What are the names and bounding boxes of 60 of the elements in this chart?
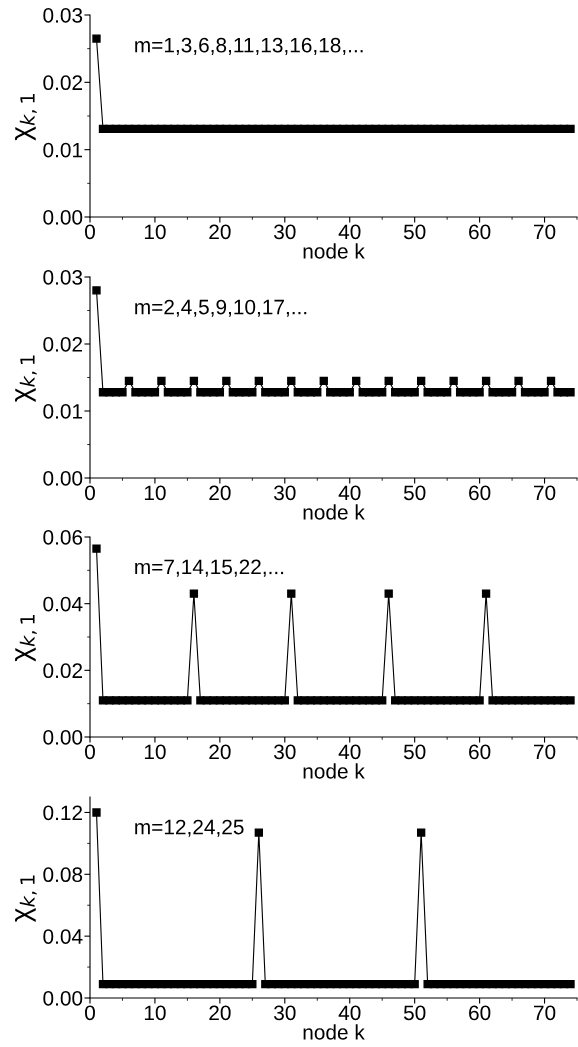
x-tick-label: 70 bbox=[534, 744, 556, 760]
y-tick-label: 0.02 bbox=[43, 337, 83, 352]
x-tick-label: 60 bbox=[469, 744, 491, 760]
y-axis-title: χ$_{k,1}$ bbox=[15, 94, 37, 141]
x-tick-label: 10 bbox=[144, 485, 166, 501]
x-tick-label: 40 bbox=[338, 485, 361, 501]
y-tick-label: 0.06 bbox=[43, 530, 83, 545]
x-tick-label: 10 bbox=[144, 224, 166, 240]
y-tick-label: 0.08 bbox=[43, 867, 83, 883]
annotation: m=1,3,6,8,11,13,16,18,... bbox=[135, 37, 363, 55]
y-axis-title: χ$_{k,1}$ bbox=[15, 355, 37, 402]
x-tick-label: 40 bbox=[338, 744, 361, 760]
x-tick-label: 60 bbox=[469, 485, 491, 501]
annotation: m=12,24,25 bbox=[135, 819, 244, 837]
y-tick-label: 0.03 bbox=[43, 8, 83, 23]
x-tick-label: 50 bbox=[403, 485, 426, 501]
y-axis-title: χ$_{k,1}$ bbox=[15, 875, 37, 922]
y-tick-label: 0.00 bbox=[43, 730, 83, 745]
y-tick-label: 0.04 bbox=[43, 596, 83, 612]
x-tick-label: 70 bbox=[534, 485, 556, 501]
y-tick-label: 0.04 bbox=[43, 929, 83, 944]
x-tick-label: 40 bbox=[338, 224, 361, 240]
x-tick-label: 10 bbox=[144, 1005, 166, 1021]
x-tick-label: 30 bbox=[274, 485, 296, 501]
y-tick-label: 0.01 bbox=[43, 404, 83, 419]
annotation: m=2,4,5,9,10,17,... bbox=[135, 299, 307, 317]
x-tick-label: 30 bbox=[274, 1005, 296, 1021]
y-tick-label: 0.00 bbox=[43, 471, 83, 486]
x-tick-label: 20 bbox=[209, 485, 231, 501]
y-axis-title: χ$_{k,1}$ bbox=[15, 615, 37, 662]
y-tick-label: 0.12 bbox=[43, 805, 83, 821]
x-tick-label: 0 bbox=[85, 485, 95, 501]
x-tick-label: 60 bbox=[469, 224, 491, 240]
x-tick-label: 10 bbox=[144, 744, 166, 760]
x-tick-label: 50 bbox=[403, 224, 426, 240]
x-tick-label: 0 bbox=[85, 1005, 95, 1021]
y-tick-label: 0.00 bbox=[43, 991, 83, 1006]
y-tick-label: 0.02 bbox=[43, 663, 83, 679]
x-tick-label: 40 bbox=[338, 1005, 361, 1021]
x-tick-label: 60 bbox=[469, 1005, 491, 1021]
y-tick-label: 0.01 bbox=[43, 142, 83, 158]
y-tick-label: 0.00 bbox=[43, 210, 83, 225]
x-tick-label: 20 bbox=[209, 1005, 231, 1021]
x-tick-label: 70 bbox=[534, 224, 556, 240]
x-tick-label: 50 bbox=[403, 1005, 426, 1021]
annotation: m=7,14,15,22,... bbox=[135, 559, 284, 577]
x-tick-label: 20 bbox=[209, 744, 231, 760]
x-axis-title: node k bbox=[303, 243, 365, 259]
x-axis-title: node k bbox=[303, 504, 365, 520]
x-axis-title: node k bbox=[303, 1024, 365, 1040]
x-tick-label: 30 bbox=[274, 744, 296, 760]
x-tick-label: 0 bbox=[85, 744, 95, 760]
x-axis-title: node k bbox=[303, 763, 365, 779]
y-tick-label: 0.03 bbox=[43, 270, 83, 285]
x-tick-label: 30 bbox=[274, 224, 296, 240]
x-tick-label: 20 bbox=[209, 224, 231, 240]
y-tick-label: 0.02 bbox=[43, 75, 83, 91]
x-tick-label: 0 bbox=[85, 224, 95, 240]
x-tick-label: 50 bbox=[403, 744, 426, 760]
x-tick-label: 70 bbox=[534, 1005, 556, 1021]
